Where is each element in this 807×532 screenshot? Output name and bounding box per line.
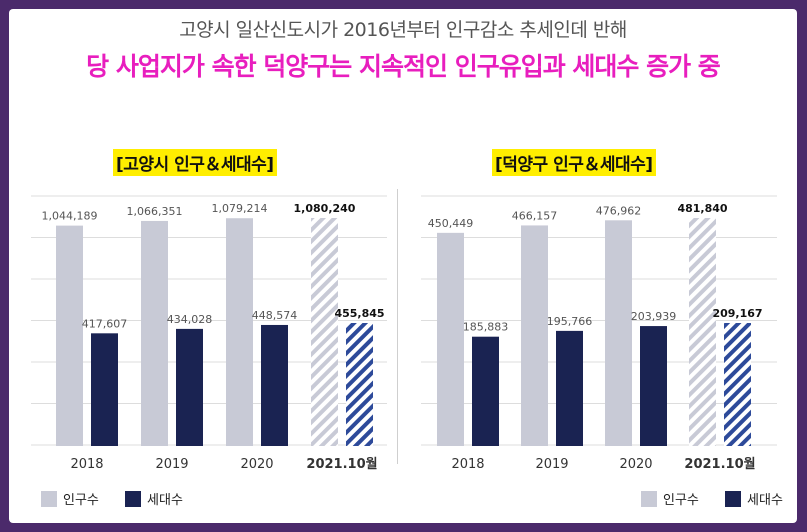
legend-households-label: 세대수: [147, 493, 183, 508]
population-bar: [437, 232, 464, 446]
households-bar: [261, 324, 288, 446]
goyang-chart-title: [고양시 인구＆세대수]: [113, 149, 277, 176]
households-bar: [346, 323, 373, 446]
x-tick-label: 2020: [240, 457, 273, 472]
population-data-label: 450,449: [428, 217, 474, 230]
goyang-legend: 인구수 세대수: [41, 489, 205, 508]
households-data-label: 209,167: [712, 307, 762, 320]
x-tick-label: 2019: [535, 457, 568, 472]
households-bar: [556, 330, 583, 446]
households-bar: [91, 333, 118, 446]
legend-households-label: 세대수: [747, 493, 783, 508]
x-tick-label: 2021.10월: [684, 456, 755, 472]
households-data-label: 185,883: [463, 321, 509, 334]
header-subtitle: 고양시 일산신도시가 2016년부터 인구감소 추세인데 반해: [179, 19, 627, 41]
population-data-label: 466,157: [512, 209, 558, 222]
x-tick-label: 2019: [155, 457, 188, 472]
households-bar: [472, 336, 499, 446]
population-swatch: [41, 490, 57, 507]
header-title: 당 사업지가 속한 덕양구는 지속적인 인구유입과 세대수 증가 중: [86, 52, 721, 81]
population-bar: [226, 218, 253, 446]
households-data-label: 455,845: [334, 307, 384, 320]
population-swatch: [641, 490, 657, 507]
households-data-label: 195,766: [547, 315, 593, 328]
households-data-label: 417,607: [82, 317, 128, 330]
population-data-label: 476,962: [596, 204, 642, 217]
population-bar: [689, 218, 716, 446]
population-bar: [521, 225, 548, 446]
households-swatch: [725, 490, 742, 507]
population-bar: [605, 220, 632, 446]
x-tick-label: 2020: [619, 457, 652, 472]
population-data-label: 1,079,214: [212, 202, 268, 215]
households-swatch: [125, 490, 142, 507]
population-data-label: 1,066,351: [127, 205, 183, 218]
households-bar: [640, 326, 667, 446]
population-bar: [141, 220, 168, 446]
charts-canvas: 1,044,189 417,607 2018 1,066,351 434,028 2019…: [31, 195, 777, 472]
deokyang-chart: 450,449 185,883 2018 466,157 195,766 2019 476,…: [421, 195, 777, 472]
x-tick-label: 2018: [451, 457, 484, 472]
households-data-label: 448,574: [252, 309, 298, 322]
deokyang-chart-title: [덕양구 인구＆세대수]: [492, 149, 656, 176]
households-bar: [176, 328, 203, 446]
population-bar: [56, 225, 83, 446]
households-data-label: 203,939: [631, 310, 677, 323]
x-tick-label: 2018: [70, 457, 103, 472]
population-bar: [311, 218, 338, 446]
households-data-label: 434,028: [167, 313, 213, 326]
goyang-chart: 1,044,189 417,607 2018 1,066,351 434,028 2019…: [31, 195, 387, 472]
deokyang-legend: 인구수 세대수: [641, 489, 783, 508]
legend-population-label: 인구수: [663, 493, 699, 508]
legend-population-label: 인구수: [63, 493, 99, 508]
infographic-frame: 고양시 일산신도시가 2016년부터 인구감소 추세인데 반해 당 사업지가 속…: [9, 9, 797, 523]
households-bar: [724, 323, 751, 446]
population-data-label: 1,044,189: [42, 210, 98, 223]
population-data-label: 1,080,240: [294, 202, 356, 215]
population-data-label: 481,840: [677, 202, 727, 215]
panel-divider: [397, 189, 398, 464]
x-tick-label: 2021.10월: [306, 456, 377, 472]
